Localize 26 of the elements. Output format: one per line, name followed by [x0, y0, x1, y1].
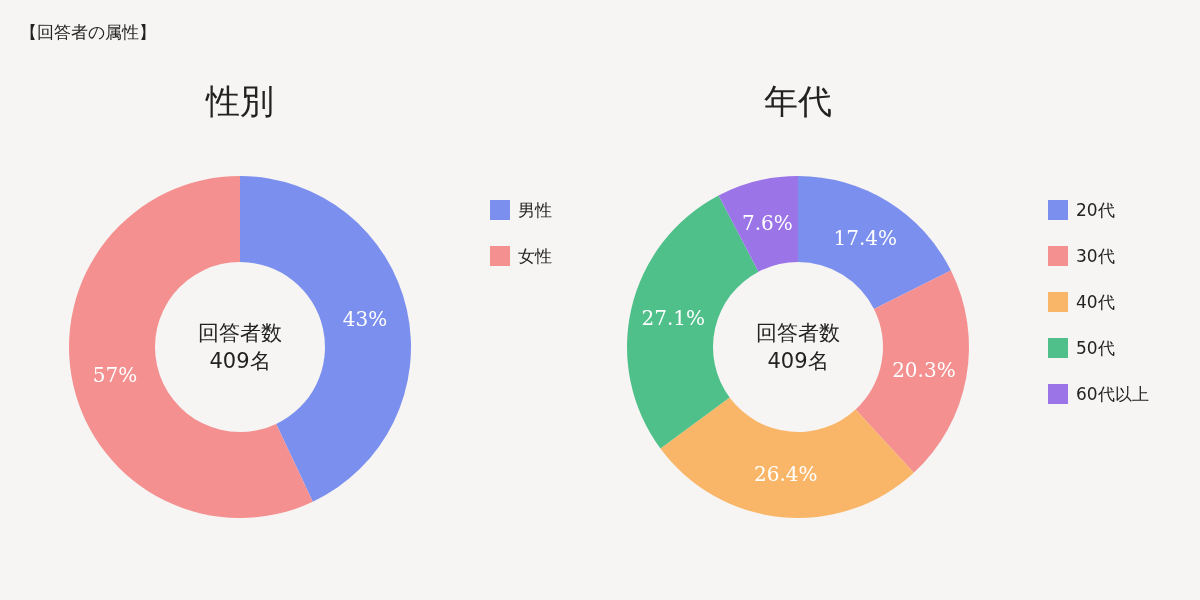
- text: 409名: [767, 349, 829, 374]
- text: 回答者数: [198, 321, 282, 346]
- donut-slice: [69, 176, 313, 518]
- legend-label: 男性: [518, 199, 552, 220]
- data-label: 7.6%: [741, 210, 793, 235]
- donut-slice: [660, 397, 914, 518]
- legend-label: 女性: [518, 245, 552, 266]
- legend-label: 20代: [1076, 199, 1115, 220]
- text: 409名: [209, 349, 271, 374]
- donut-slice: [855, 270, 969, 473]
- text: 回答者数: [756, 321, 840, 346]
- data-label: 27.1%: [641, 306, 706, 331]
- donut-slice: [798, 176, 951, 309]
- data-label: 57%: [92, 362, 138, 387]
- donut-slice: [718, 176, 798, 272]
- legend-label: 40代: [1076, 291, 1115, 312]
- legend-label: 50代: [1076, 337, 1115, 358]
- data-label: 17.4%: [833, 226, 898, 251]
- data-label: 20.3%: [892, 358, 956, 383]
- chart-title: 年代: [764, 81, 832, 121]
- legend-label: 60代以上: [1076, 383, 1149, 404]
- data-label: 43%: [342, 307, 388, 332]
- text: 【回答者の属性】: [20, 22, 156, 42]
- legend-label: 30代: [1076, 245, 1115, 266]
- data-label: 26.4%: [754, 462, 818, 487]
- chart-title: 性別: [205, 81, 274, 121]
